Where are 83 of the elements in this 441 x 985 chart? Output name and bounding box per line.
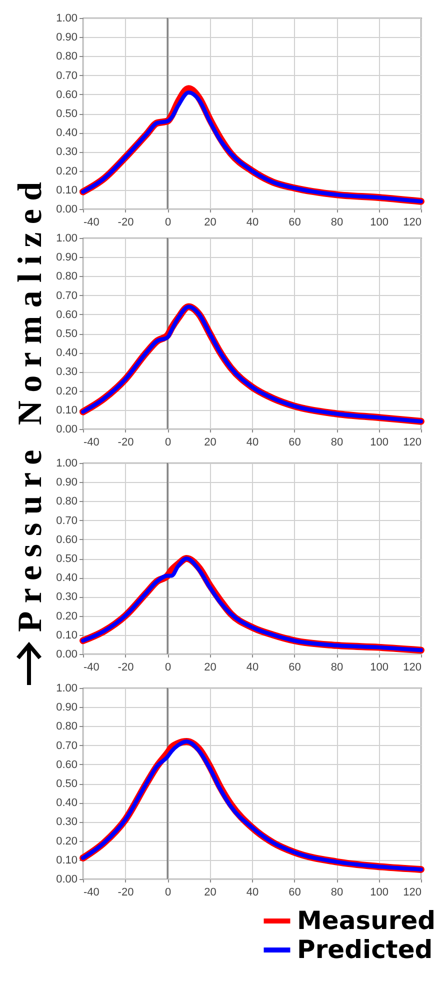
x-tick-label: 40 bbox=[246, 886, 259, 898]
x-tick-label: 20 bbox=[204, 436, 216, 448]
y-tick-label: 0.40 bbox=[56, 127, 78, 140]
y-tick-label: 0.90 bbox=[56, 702, 78, 714]
y-tick-label: 0.80 bbox=[56, 270, 78, 283]
x-tick-label: 100 bbox=[370, 662, 388, 674]
y-tick-label: 0.40 bbox=[56, 572, 78, 584]
x-tick-label: 20 bbox=[204, 216, 216, 228]
x-tick-label: 60 bbox=[288, 662, 301, 674]
y-tick-label: 0.70 bbox=[56, 514, 78, 527]
y-tick-label: 0.10 bbox=[56, 184, 78, 196]
y-tick-label: 0.60 bbox=[56, 534, 78, 546]
x-tick-label: -20 bbox=[118, 436, 134, 448]
x-tick-label: 100 bbox=[370, 216, 388, 228]
x-tick-label: -20 bbox=[118, 886, 134, 898]
y-tick-label: 0.00 bbox=[56, 874, 78, 886]
y-tick-label: 0.70 bbox=[56, 290, 78, 302]
y-tick-label: 0.30 bbox=[56, 366, 78, 378]
x-tick-label: -40 bbox=[84, 886, 100, 898]
y-tick-label: 0.80 bbox=[56, 496, 78, 508]
y-tick-label: 0.20 bbox=[56, 385, 78, 398]
x-tick-label: 60 bbox=[288, 436, 301, 448]
x-tick-label: 120 bbox=[403, 436, 422, 448]
x-tick-label: -40 bbox=[84, 436, 100, 448]
y-tick-label: 0.10 bbox=[56, 404, 78, 416]
y-tick-label: 0.20 bbox=[56, 165, 78, 178]
y-tick-label: 0.30 bbox=[56, 591, 78, 604]
y-tick-label: 0.50 bbox=[56, 108, 78, 120]
x-tick-label: 100 bbox=[370, 886, 388, 898]
x-tick-label: -20 bbox=[118, 216, 134, 228]
y-tick-label: 0.40 bbox=[56, 347, 78, 360]
y-tick-label: 0.60 bbox=[56, 758, 78, 771]
y-tick-label: 0.80 bbox=[56, 50, 78, 63]
x-tick-label: 20 bbox=[204, 886, 216, 898]
x-tick-label: 0 bbox=[164, 436, 172, 448]
x-tick-label: 60 bbox=[288, 216, 301, 228]
x-tick-label: 40 bbox=[246, 662, 259, 674]
y-tick-label: 0.60 bbox=[56, 88, 78, 101]
y-tick-label: 0.30 bbox=[56, 146, 78, 158]
y-tick-label: 0.50 bbox=[56, 328, 78, 340]
x-tick-label: 80 bbox=[330, 216, 344, 228]
y-axis-title: Pressure Normalized bbox=[12, 182, 49, 632]
y-tick-label: 0.00 bbox=[56, 648, 78, 660]
y-tick-label: 1.00 bbox=[56, 682, 78, 694]
x-tick-label: -40 bbox=[84, 662, 100, 674]
x-tick-label: -40 bbox=[84, 216, 100, 228]
x-tick-label: 120 bbox=[403, 216, 422, 228]
y-tick-label: 0.90 bbox=[56, 252, 78, 264]
x-tick-label: 0 bbox=[164, 886, 172, 898]
x-tick-label: 0 bbox=[164, 216, 172, 228]
x-tick-label: 120 bbox=[403, 662, 422, 674]
y-tick-label: 1.00 bbox=[56, 458, 78, 470]
x-tick-label: 60 bbox=[288, 886, 301, 898]
y-tick-label: 0.10 bbox=[56, 629, 78, 642]
y-tick-label: 0.60 bbox=[56, 308, 78, 321]
y-tick-label: 0.70 bbox=[56, 70, 78, 82]
y-tick-label: 0.10 bbox=[56, 854, 78, 866]
y-tick-label: 0.70 bbox=[56, 740, 78, 752]
x-tick-label: 40 bbox=[246, 436, 259, 448]
y-tick-label: 0.20 bbox=[56, 835, 78, 848]
y-tick-label: 0.00 bbox=[56, 204, 78, 216]
y-tick-label: 0.50 bbox=[56, 778, 78, 790]
x-tick-label: 80 bbox=[330, 436, 344, 448]
x-tick-label: -20 bbox=[118, 662, 134, 674]
legend-label: Measured bbox=[297, 906, 436, 935]
x-tick-label: 80 bbox=[330, 886, 344, 898]
y-tick-label: 0.20 bbox=[56, 610, 78, 622]
y-tick-label: 1.00 bbox=[56, 12, 78, 24]
legend-label: Predicted bbox=[297, 935, 433, 964]
x-tick-label: 40 bbox=[246, 216, 259, 228]
x-tick-label: 100 bbox=[370, 436, 388, 448]
x-tick-label: 0 bbox=[164, 662, 172, 674]
y-tick-label: 0.50 bbox=[56, 553, 78, 565]
y-tick-label: 0.30 bbox=[56, 816, 78, 828]
y-tick-label: 0.80 bbox=[56, 720, 78, 733]
y-tick-label: 0.40 bbox=[56, 797, 78, 810]
x-tick-label: 120 bbox=[403, 886, 422, 898]
x-tick-label: 20 bbox=[204, 662, 216, 674]
y-tick-label: 1.00 bbox=[56, 232, 78, 244]
y-tick-label: 0.90 bbox=[56, 476, 78, 489]
y-tick-label: 0.00 bbox=[56, 424, 78, 436]
x-tick-label: 80 bbox=[330, 662, 344, 674]
y-tick-label: 0.90 bbox=[56, 32, 78, 44]
